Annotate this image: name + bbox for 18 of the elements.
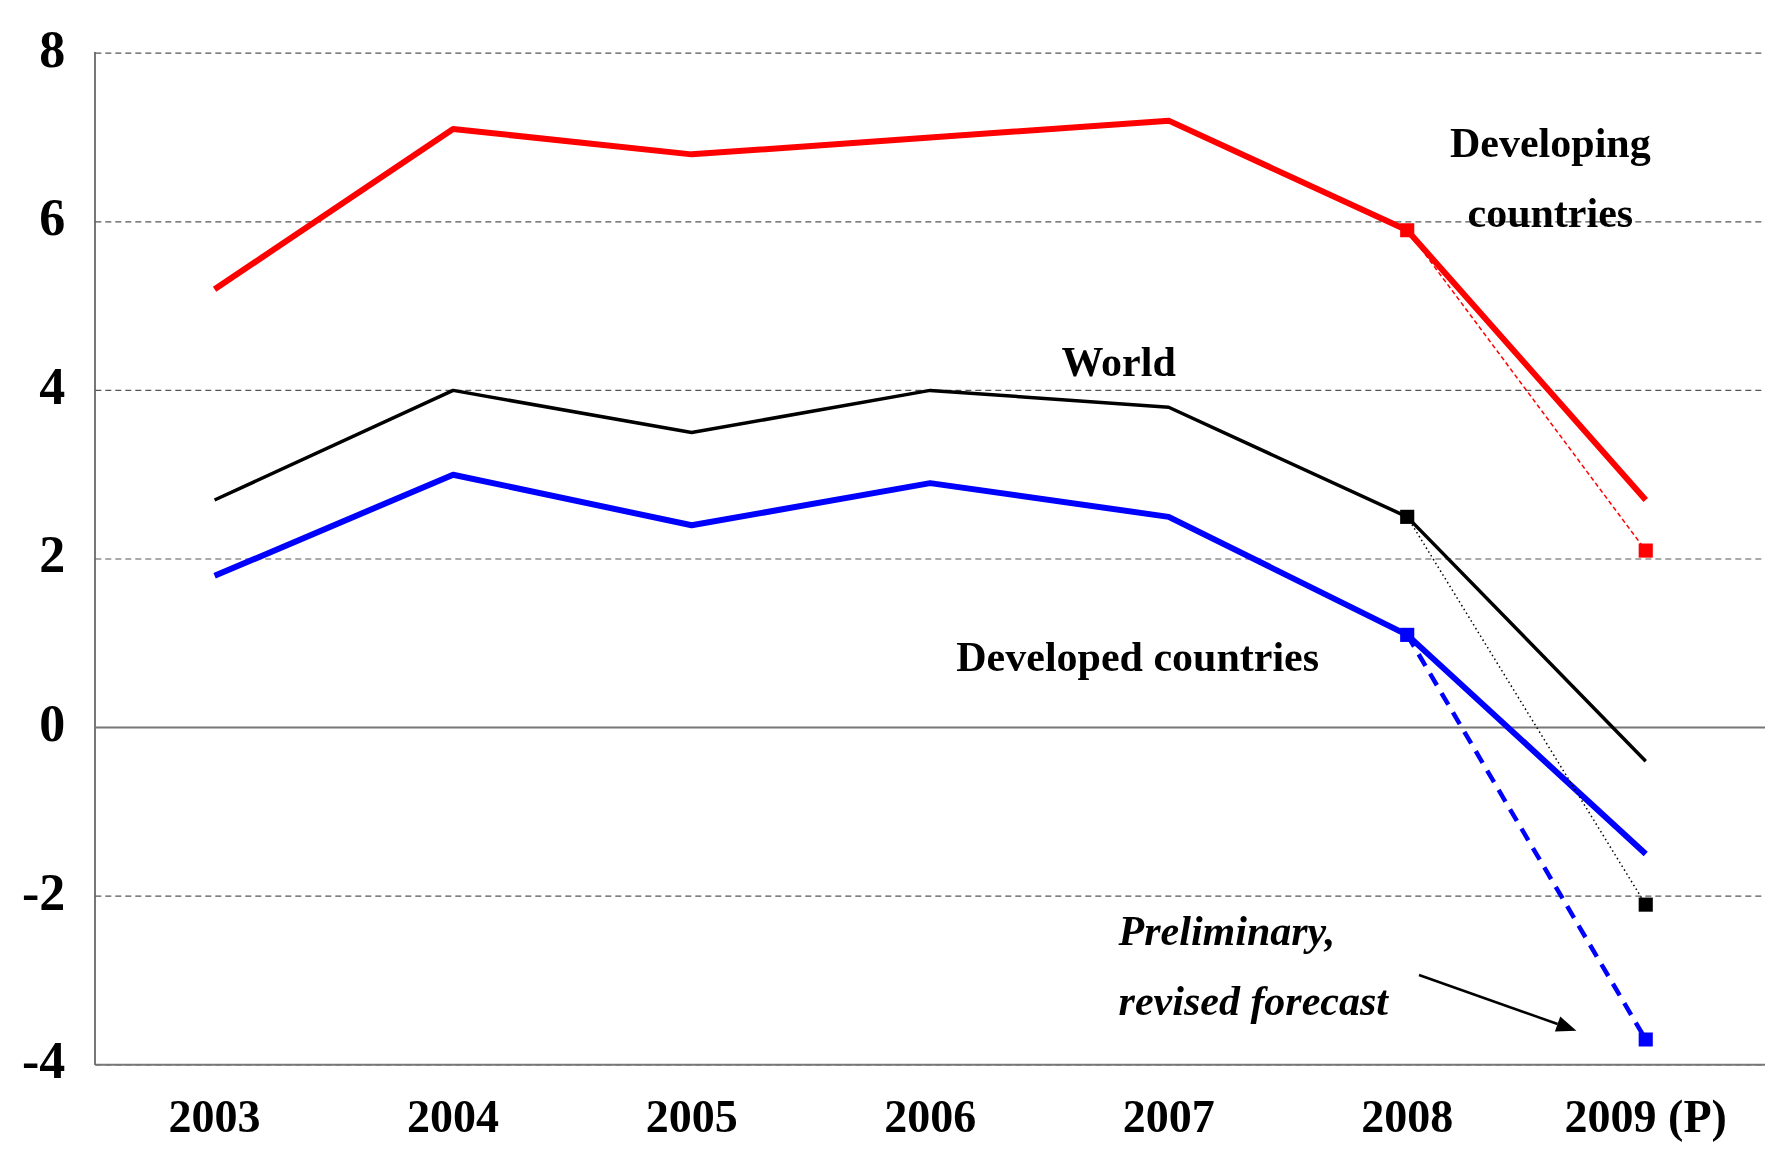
x-tick-label: 2005 xyxy=(645,1091,738,1143)
y-tick-label: 8 xyxy=(39,20,66,78)
x-tick-label: 2008 xyxy=(1361,1091,1454,1143)
y-tick-label: 4 xyxy=(39,357,66,415)
series-label: Developing countries xyxy=(1449,119,1651,236)
series-label: World xyxy=(1061,338,1176,385)
y-tick-label: -4 xyxy=(21,1032,66,1090)
y-tick-label: 2 xyxy=(39,526,66,584)
x-tick-label: 2009 (P) xyxy=(1564,1091,1727,1143)
series-label: Developed countries xyxy=(956,634,1320,680)
x-tick-label: 2003 xyxy=(168,1091,261,1143)
y-tick-label: 6 xyxy=(39,189,66,247)
x-tick-label: 2007 xyxy=(1122,1091,1215,1143)
y-tick-label: -2 xyxy=(21,863,66,921)
x-tick-label: 2006 xyxy=(884,1091,977,1143)
x-tick-label: 2004 xyxy=(407,1091,500,1143)
y-tick-label: 0 xyxy=(39,695,66,753)
annotation: Preliminary, revised forecast xyxy=(1117,907,1390,1024)
